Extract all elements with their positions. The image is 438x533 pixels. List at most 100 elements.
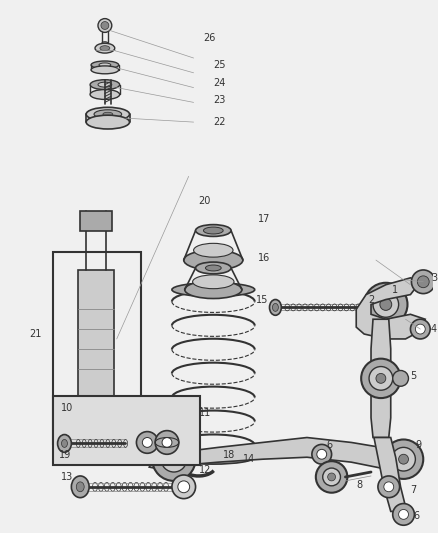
Text: 20: 20: [198, 196, 211, 206]
Circle shape: [376, 374, 386, 383]
Ellipse shape: [90, 90, 120, 100]
Circle shape: [384, 440, 423, 479]
Ellipse shape: [100, 46, 110, 51]
Text: 19: 19: [59, 450, 71, 461]
Ellipse shape: [71, 476, 89, 498]
Text: 5: 5: [410, 372, 417, 382]
Circle shape: [312, 445, 332, 464]
Circle shape: [168, 453, 180, 465]
Ellipse shape: [205, 265, 221, 271]
Circle shape: [380, 298, 392, 310]
Circle shape: [162, 438, 172, 447]
Ellipse shape: [184, 250, 243, 270]
Ellipse shape: [172, 283, 255, 296]
Bar: [53, 252, 141, 445]
Ellipse shape: [57, 434, 71, 453]
Circle shape: [136, 432, 158, 453]
Circle shape: [323, 468, 340, 486]
Bar: [80, 211, 112, 230]
Ellipse shape: [86, 107, 130, 121]
Circle shape: [410, 319, 430, 339]
Circle shape: [364, 283, 407, 326]
Text: 26: 26: [204, 34, 216, 43]
Ellipse shape: [95, 43, 115, 53]
Ellipse shape: [98, 82, 112, 87]
Ellipse shape: [172, 450, 255, 464]
Circle shape: [392, 447, 415, 471]
Circle shape: [399, 510, 409, 519]
Circle shape: [393, 370, 409, 386]
Text: 13: 13: [60, 472, 73, 482]
Circle shape: [328, 473, 336, 481]
Bar: [53, 396, 201, 465]
Ellipse shape: [185, 281, 242, 298]
Circle shape: [373, 292, 399, 317]
Text: 9: 9: [415, 440, 421, 450]
Text: 11: 11: [198, 408, 211, 418]
Circle shape: [85, 447, 91, 453]
Text: 14: 14: [243, 454, 255, 464]
Circle shape: [98, 19, 112, 33]
Circle shape: [411, 270, 435, 294]
Circle shape: [399, 454, 409, 464]
Circle shape: [142, 438, 152, 447]
Text: 25: 25: [213, 60, 226, 70]
Ellipse shape: [188, 451, 196, 459]
Text: 18: 18: [223, 450, 235, 461]
Text: 12: 12: [198, 465, 211, 475]
Text: 16: 16: [258, 253, 270, 263]
Text: 3: 3: [431, 273, 437, 283]
Circle shape: [415, 324, 425, 334]
Circle shape: [393, 504, 414, 525]
Ellipse shape: [184, 447, 200, 464]
Bar: [78, 270, 114, 438]
Polygon shape: [374, 438, 406, 512]
Circle shape: [361, 359, 401, 398]
Circle shape: [178, 481, 190, 492]
Circle shape: [152, 438, 196, 481]
Circle shape: [369, 367, 393, 390]
Text: 2: 2: [368, 295, 374, 304]
Ellipse shape: [196, 224, 231, 237]
Text: 17: 17: [258, 214, 270, 224]
Text: 1: 1: [392, 285, 398, 295]
Text: 6: 6: [413, 511, 420, 521]
Text: 7: 7: [410, 484, 417, 495]
Ellipse shape: [61, 440, 67, 447]
Ellipse shape: [90, 80, 120, 90]
Circle shape: [74, 435, 102, 463]
Circle shape: [172, 475, 196, 499]
Polygon shape: [356, 278, 425, 339]
Ellipse shape: [86, 115, 130, 129]
Ellipse shape: [196, 262, 231, 274]
Ellipse shape: [204, 227, 223, 234]
Ellipse shape: [91, 61, 119, 69]
Ellipse shape: [91, 66, 119, 74]
Circle shape: [161, 447, 187, 472]
Circle shape: [109, 446, 120, 457]
Circle shape: [155, 431, 179, 454]
Ellipse shape: [269, 300, 281, 316]
Polygon shape: [371, 319, 391, 438]
Ellipse shape: [103, 112, 113, 116]
Text: 24: 24: [213, 78, 226, 87]
Text: 21: 21: [29, 329, 41, 339]
Ellipse shape: [193, 275, 234, 289]
Circle shape: [417, 276, 429, 288]
Ellipse shape: [76, 482, 84, 492]
Ellipse shape: [99, 63, 111, 67]
Ellipse shape: [194, 244, 233, 257]
Circle shape: [317, 449, 327, 459]
Circle shape: [101, 21, 109, 29]
Circle shape: [103, 440, 127, 463]
Circle shape: [81, 442, 95, 456]
Text: 10: 10: [60, 403, 73, 413]
Text: 23: 23: [213, 95, 226, 106]
Circle shape: [378, 476, 399, 498]
Polygon shape: [149, 438, 410, 469]
Circle shape: [384, 482, 394, 492]
Text: 15: 15: [256, 295, 268, 304]
Ellipse shape: [102, 42, 108, 45]
Ellipse shape: [94, 110, 122, 119]
Text: 6: 6: [327, 440, 333, 450]
